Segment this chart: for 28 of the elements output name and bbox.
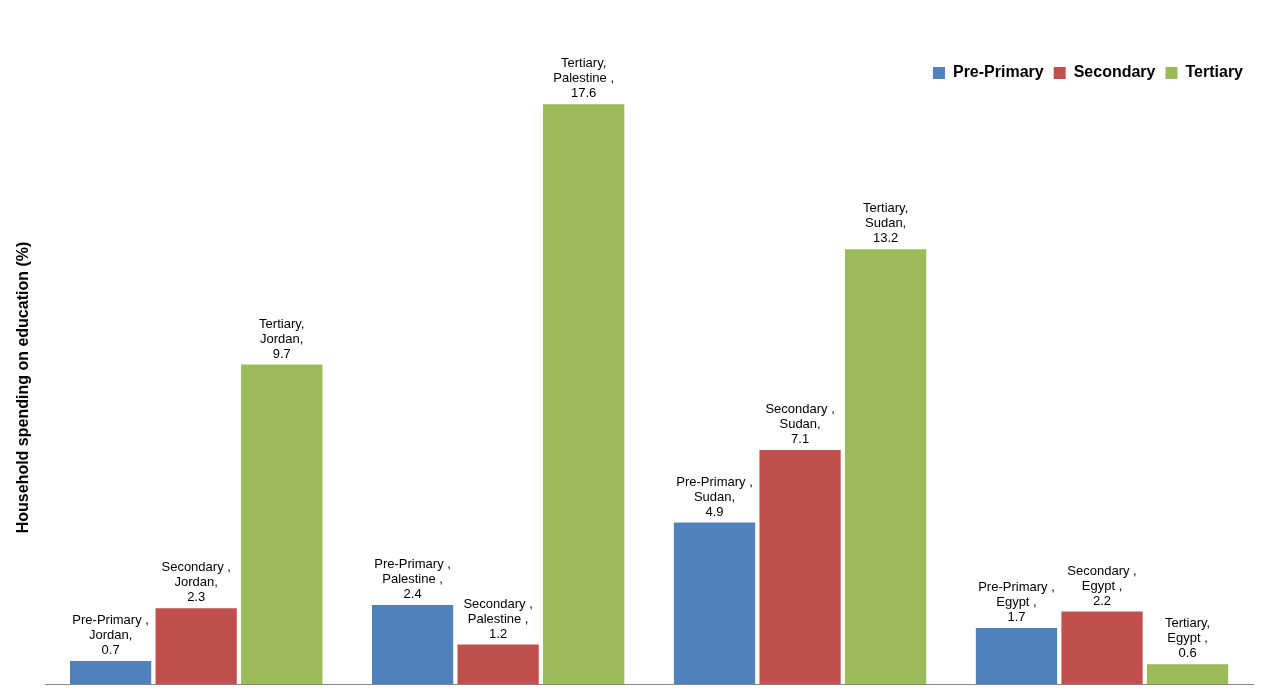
legend-label: Pre-Primary [952, 63, 1044, 81]
bar [1146, 664, 1229, 684]
data-label: Pre-Primary , Jordan, 0.7 [72, 612, 149, 658]
bar [241, 364, 323, 684]
bar [759, 450, 841, 684]
data-label: Pre-Primary , Sudan, 4.9 [676, 473, 753, 519]
data-label: Pre-Primary , Palestine , 2.4 [374, 556, 451, 602]
bar [457, 644, 539, 684]
bar [673, 522, 756, 684]
bar [844, 249, 927, 684]
data-label: Tertiary, Sudan, 13.2 [862, 200, 909, 246]
data-label: Secondary , Palestine , 1.2 [463, 595, 533, 641]
data-label: Tertiary, Palestine , 17.6 [553, 55, 615, 101]
bar [155, 608, 237, 684]
data-label: Secondary , Sudan, 7.1 [765, 401, 835, 447]
legend-label: Secondary [1073, 63, 1156, 81]
bar [69, 660, 152, 684]
data-label: Secondary , Egypt , 2.2 [1067, 562, 1137, 608]
bar [975, 627, 1058, 684]
bar [543, 104, 625, 684]
data-label: Secondary , Jordan, 2.3 [161, 559, 231, 605]
data-label: Pre-Primary , Egypt , 1.7 [978, 579, 1055, 625]
bar [1061, 611, 1143, 684]
data-label: Tertiary, Egypt , 0.6 [1164, 615, 1211, 661]
y-axis-title: Household spending on education (%) [14, 241, 32, 534]
data-label: Tertiary, Jordan, 9.7 [259, 315, 305, 361]
legend-label: Tertiary [1185, 63, 1244, 81]
bar [371, 604, 454, 684]
